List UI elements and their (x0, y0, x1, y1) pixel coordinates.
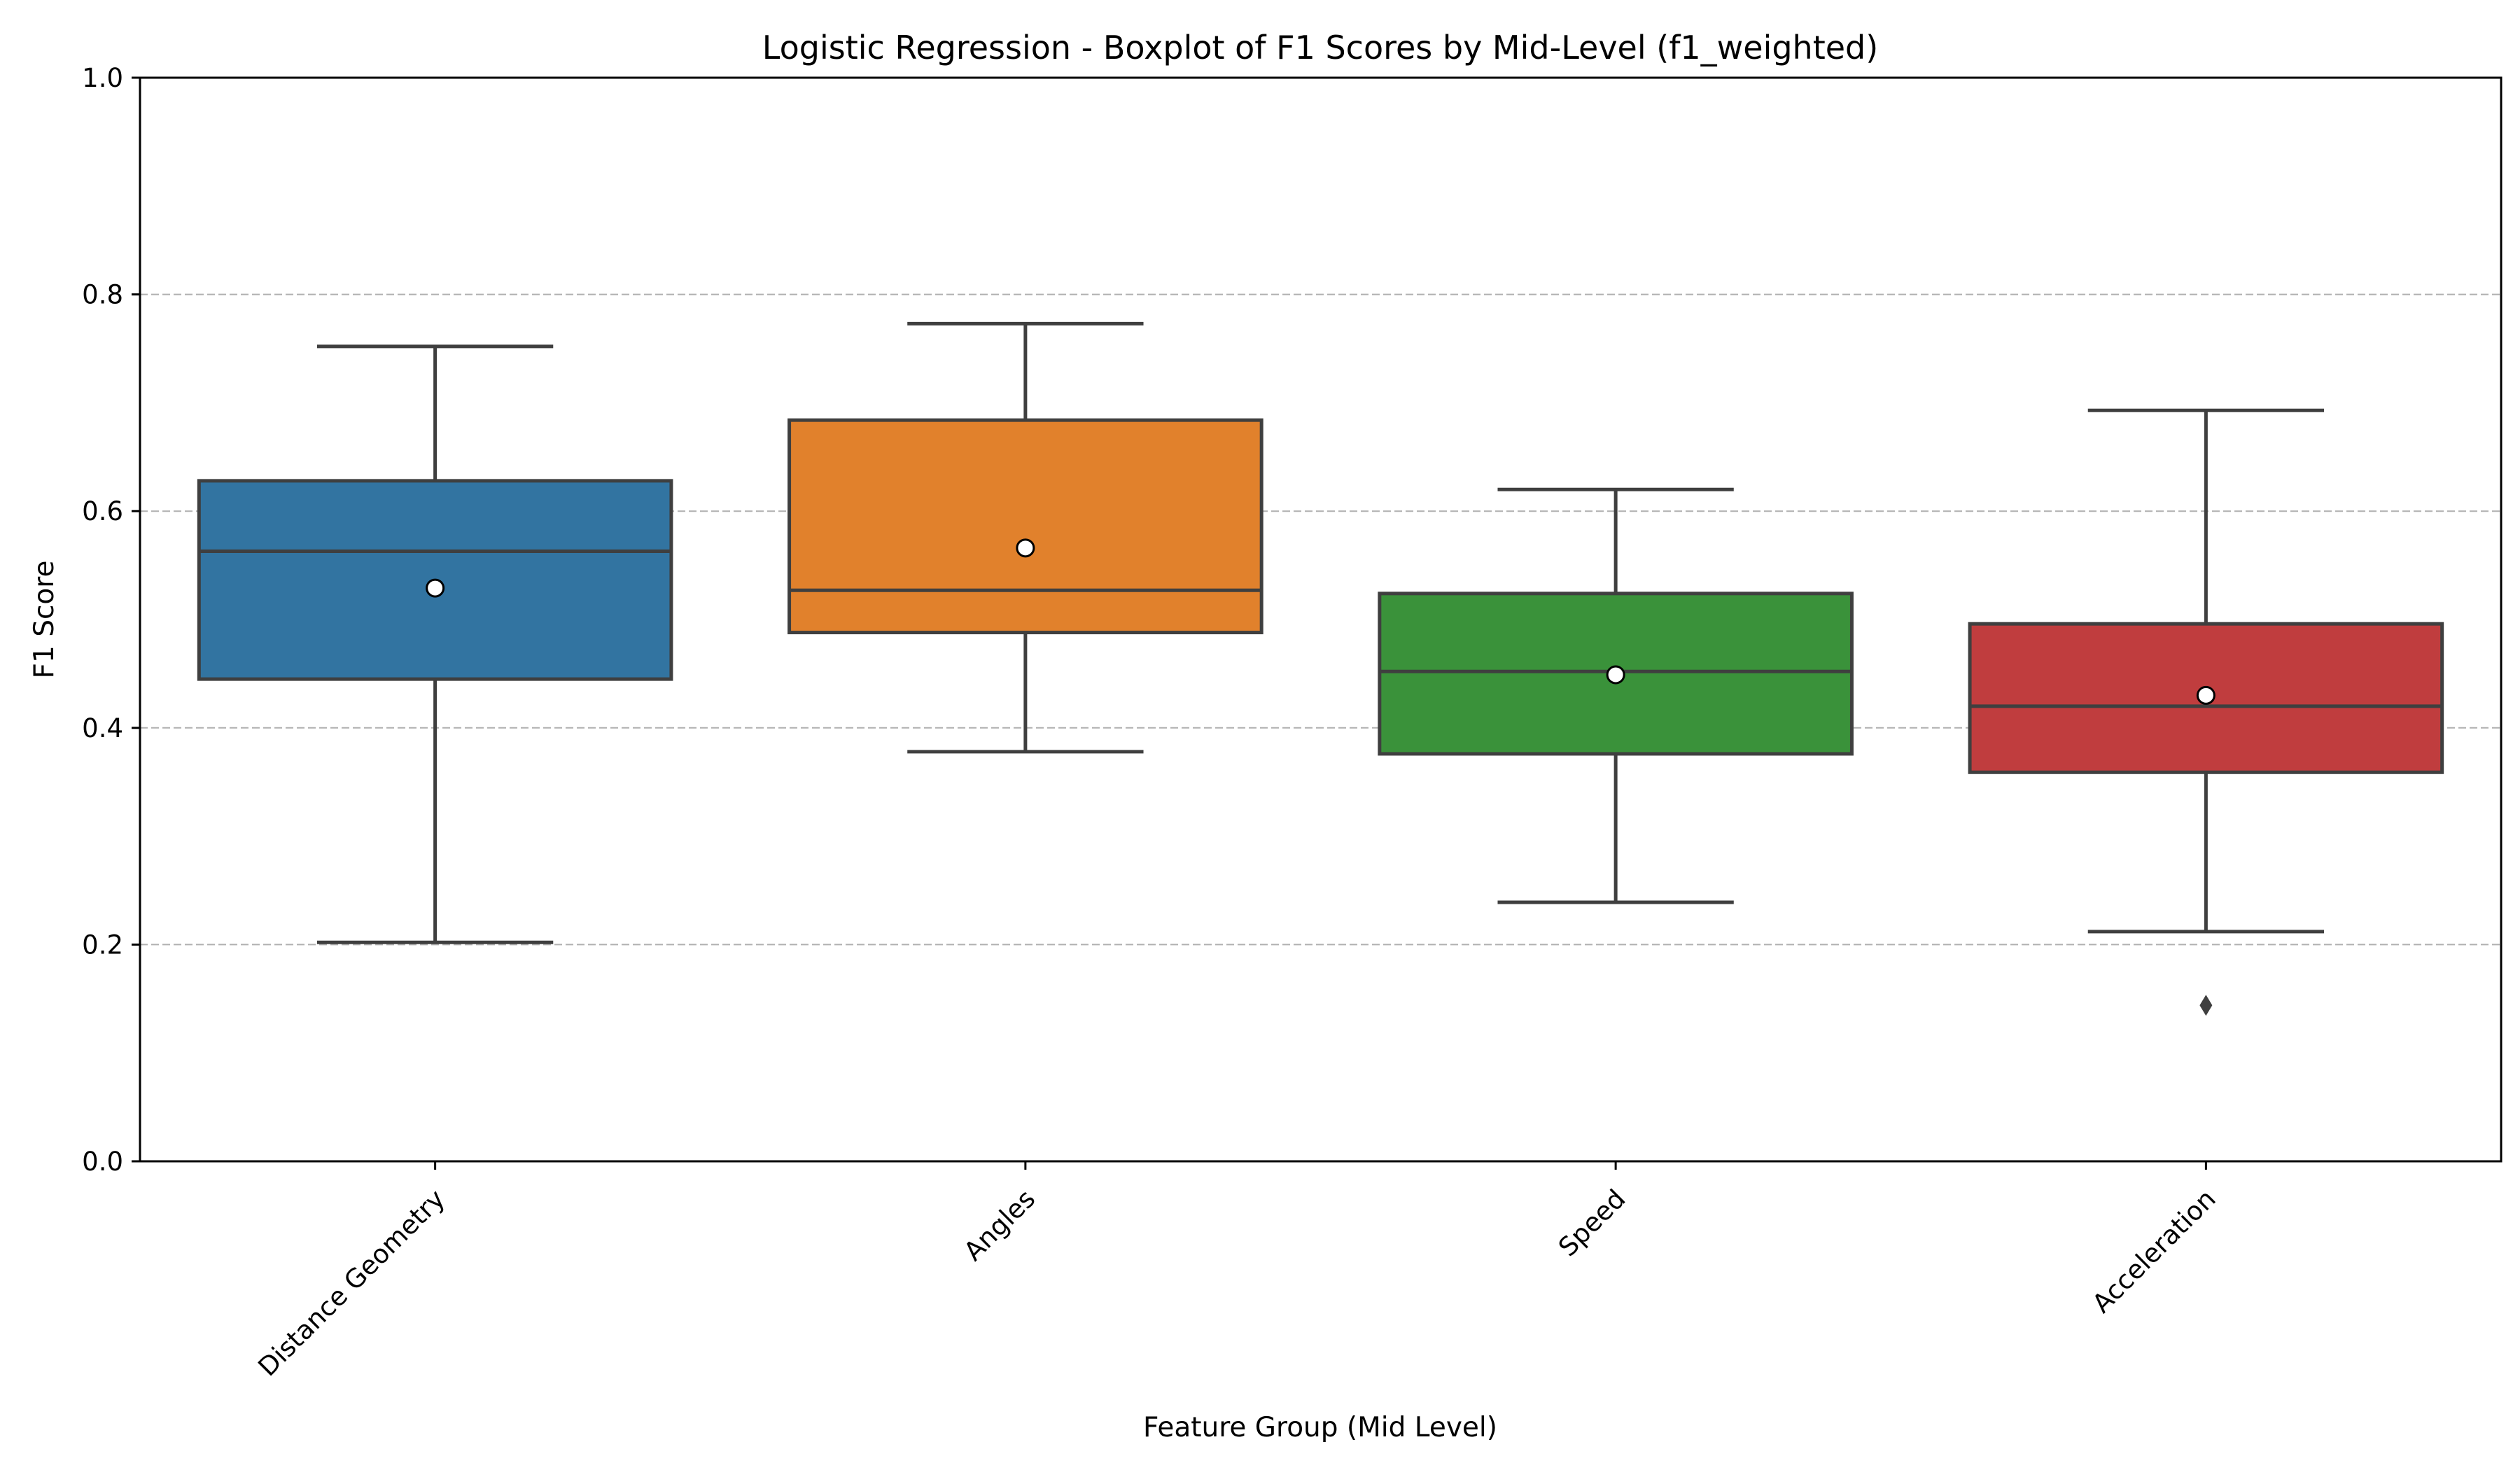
y-tick-label: 0.6 (82, 496, 123, 526)
mean-marker (1606, 665, 1625, 685)
box-group (1378, 487, 1854, 904)
box-group (788, 321, 1264, 754)
box-iqr (788, 418, 1264, 635)
y-tick-label: 0.8 (82, 280, 123, 310)
x-axis-label: Feature Group (Mid Level) (1143, 1412, 1497, 1443)
y-tick-label: 0.4 (82, 713, 123, 743)
outlier-marker (2199, 995, 2213, 1016)
y-tick-label: 1.0 (82, 63, 123, 93)
y-tick-label: 0.0 (82, 1147, 123, 1177)
box-group (197, 344, 673, 944)
y-tick-label: 0.2 (82, 930, 123, 960)
mean-marker (426, 578, 445, 598)
mean-marker (1016, 538, 1035, 558)
chart-title: Logistic Regression - Boxplot of F1 Scor… (762, 29, 1878, 66)
plot-area-frame (139, 76, 2502, 1163)
mean-marker (2196, 685, 2216, 705)
y-axis-label: F1 Score (29, 561, 60, 679)
y-axis-ticks: 0.0 0.2 0.4 0.6 0.8 1.0 (82, 63, 140, 1177)
boxes (197, 321, 2444, 1016)
box-group (1968, 408, 2444, 1016)
